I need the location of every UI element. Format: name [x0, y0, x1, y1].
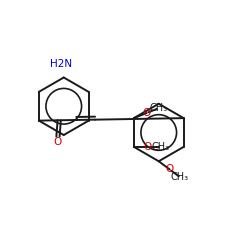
Text: O: O [142, 108, 151, 118]
Text: O: O [166, 164, 174, 174]
Text: CH₃: CH₃ [171, 172, 189, 182]
Text: CH₃: CH₃ [149, 104, 167, 114]
Text: O: O [54, 137, 62, 147]
Text: O: O [144, 142, 152, 152]
Text: CH₃: CH₃ [151, 142, 169, 152]
Text: H2N: H2N [50, 59, 72, 69]
